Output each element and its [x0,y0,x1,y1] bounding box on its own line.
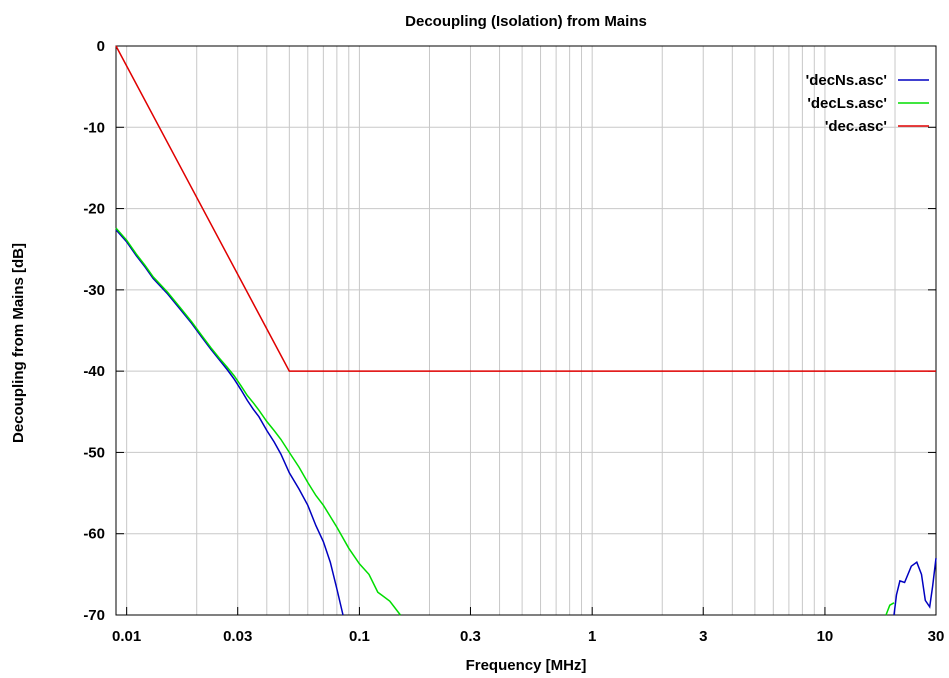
series-lines [115,45,937,616]
series-line-2 [115,45,936,372]
x-tick-label: 30 [928,628,945,645]
series-line-0 [115,229,344,616]
x-tick-label: 0.01 [112,628,141,645]
legend: 'decNs.asc' 'decLs.asc' 'dec.asc' [806,72,929,135]
legend-label-2: 'dec.asc' [825,118,887,135]
series-segment-1 [885,602,895,616]
x-axis-label: Frequency [MHz] [466,657,587,674]
y-tick-label: 0 [97,38,105,55]
series-segment-0 [893,558,937,616]
grid [116,46,936,615]
y-tick-label: -10 [83,119,105,136]
x-tick-label: 0.1 [349,628,370,645]
series-line-1 [115,227,401,616]
legend-label-1: 'decLs.asc' [807,95,887,112]
y-tick-label: -70 [83,607,105,624]
y-tick-label: -30 [83,282,105,299]
x-tick-label: 0.03 [223,628,252,645]
y-tick-label: -50 [83,444,105,461]
x-tick-label: 10 [817,628,834,645]
y-tick-label: -20 [83,201,105,218]
x-tick-label: 3 [699,628,707,645]
legend-label-0: 'decNs.asc' [806,72,887,89]
y-axis-label: Decoupling from Mains [dB] [10,243,27,443]
chart-title: Decoupling (Isolation) from Mains [405,13,647,30]
axis-ticks: 0.01 0.03 0.1 0.3 1 3 10 30 0 -10 -20 -30 -40 -50 -60 -… [83,38,944,645]
plot-frame [115,45,937,616]
y-tick-label: -40 [83,363,105,380]
x-tick-label: 1 [588,628,596,645]
y-tick-label: -60 [83,526,105,543]
x-tick-label: 0.3 [460,628,481,645]
